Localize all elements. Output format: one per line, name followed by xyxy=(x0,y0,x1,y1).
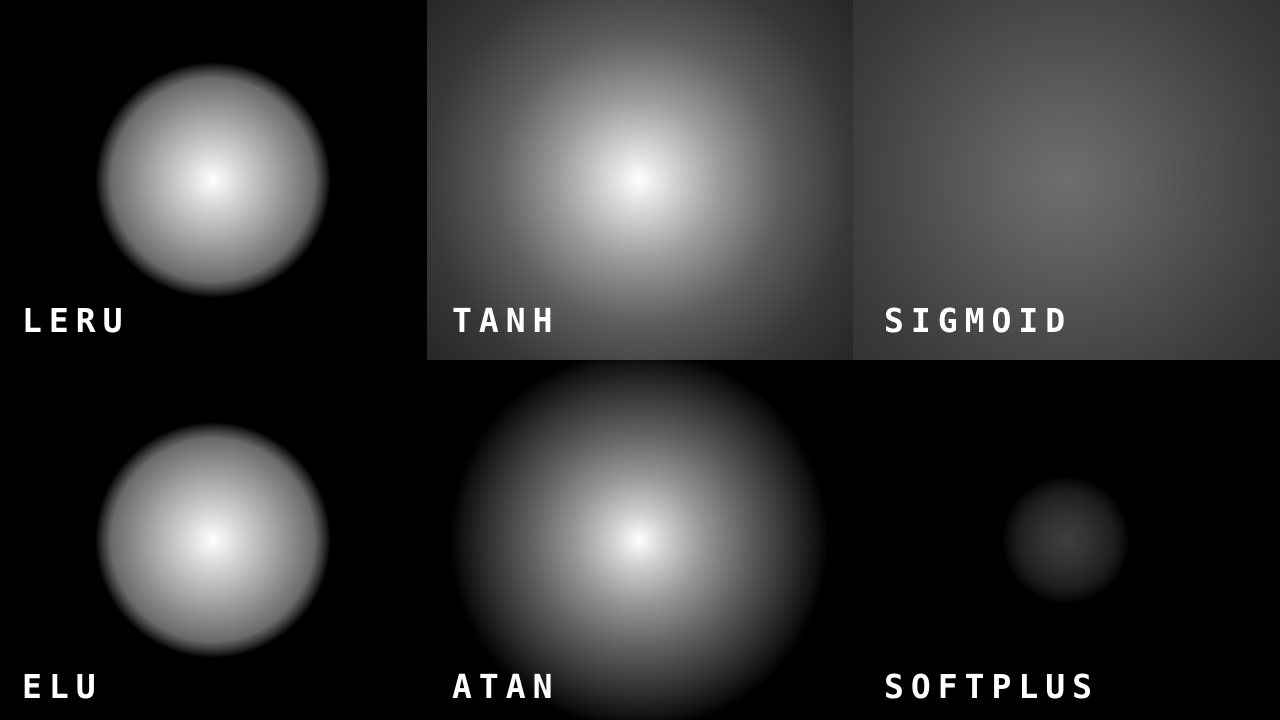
panel-elu: ELU xyxy=(0,360,427,720)
panel-label-softplus: SOFTPLUS xyxy=(884,667,1099,706)
glow-image-tanh xyxy=(427,0,853,360)
glow-image-elu xyxy=(0,360,427,720)
panel-tanh: TANH xyxy=(427,0,853,360)
panel-atan: ATAN xyxy=(427,360,853,720)
glow-image-leru xyxy=(0,0,427,360)
panel-label-atan: ATAN xyxy=(452,667,560,706)
panel-sigmoid: SIGMOID xyxy=(853,0,1280,360)
panel-leru: LERU xyxy=(0,0,427,360)
panel-label-tanh: TANH xyxy=(452,301,560,340)
panel-label-elu: ELU xyxy=(22,667,103,706)
glow-image-softplus xyxy=(853,360,1280,720)
panel-label-leru: LERU xyxy=(22,301,130,340)
panel-softplus: SOFTPLUS xyxy=(853,360,1280,720)
panel-label-sigmoid: SIGMOID xyxy=(884,301,1073,340)
glow-image-atan xyxy=(427,360,853,720)
glow-image-sigmoid xyxy=(853,0,1280,360)
